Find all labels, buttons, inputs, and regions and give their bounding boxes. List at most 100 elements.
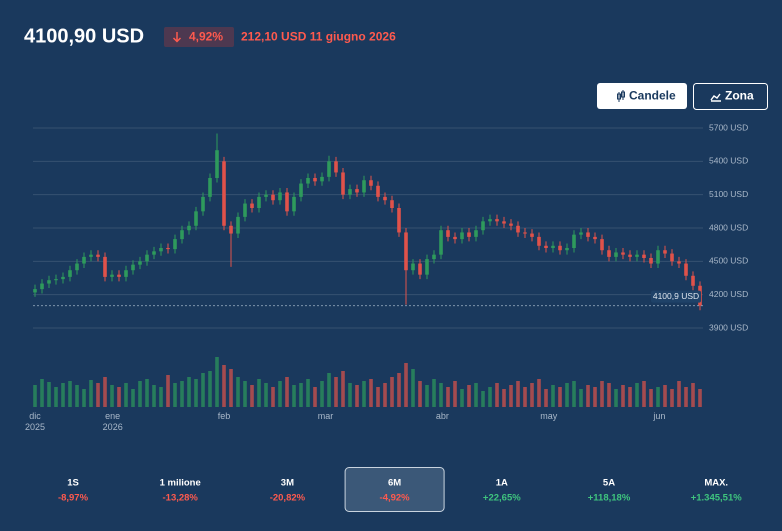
volume-bar — [635, 383, 639, 407]
period-label[interactable]: 1S — [67, 478, 79, 489]
y-tick-label: 4200 USD — [709, 289, 748, 299]
volume-bar — [397, 373, 401, 407]
area-button-label: Zona — [725, 89, 754, 103]
candle-body — [628, 254, 632, 257]
x-tick-label: ene 2026 — [102, 411, 123, 432]
candle-body — [383, 196, 387, 201]
volume-bar — [614, 389, 618, 407]
candle-body — [516, 225, 520, 233]
period-label[interactable]: MAX. — [704, 478, 728, 489]
candle-body — [586, 232, 590, 237]
volume-bar — [82, 389, 86, 407]
candle-body — [47, 280, 51, 284]
volume-bar — [432, 379, 436, 407]
volume-bar — [446, 387, 450, 407]
volume-bar — [187, 377, 191, 407]
volume-bar — [40, 379, 44, 407]
y-tick-label: 5700 USD — [709, 122, 748, 132]
candle-body — [460, 232, 464, 240]
volume-bar — [236, 377, 240, 407]
candle-body — [320, 176, 324, 182]
candle-button[interactable] — [597, 83, 687, 109]
candle-body — [89, 254, 93, 257]
period-change: -13,28% — [163, 493, 199, 504]
volume-bar — [551, 385, 555, 407]
period-label[interactable]: 5A — [603, 478, 615, 489]
x-tick-label: abr — [435, 411, 449, 421]
candle-body — [222, 161, 226, 226]
volume-bar — [516, 381, 520, 407]
volume-bar — [390, 377, 394, 407]
period-label[interactable]: 6M — [388, 478, 401, 489]
y-tick-label: 4500 USD — [709, 256, 748, 266]
candle-body — [502, 221, 506, 224]
volume-bar — [383, 383, 387, 407]
volume-bar — [278, 381, 282, 407]
period-change: -4,92% — [380, 493, 411, 504]
candle-body — [243, 203, 247, 217]
volume-bar — [495, 383, 499, 407]
candle-body — [173, 239, 177, 250]
volume-bar — [663, 385, 667, 407]
candle-body — [418, 263, 422, 275]
candle-body — [614, 252, 618, 257]
period-label[interactable]: 3M — [281, 478, 294, 489]
volume-bar — [313, 387, 317, 407]
period-label[interactable]: 1A — [496, 478, 508, 489]
volume-bar — [152, 385, 156, 407]
candle-body — [376, 185, 380, 197]
volume-bar — [544, 389, 548, 407]
candle-body — [145, 254, 149, 262]
volume-bar — [509, 385, 513, 407]
volume-bar — [621, 385, 625, 407]
candle-body — [236, 216, 240, 234]
area-button[interactable] — [693, 83, 768, 110]
volume-bar — [110, 385, 114, 407]
candle-body — [523, 232, 527, 234]
candle-body — [621, 252, 625, 255]
volume-bar — [166, 375, 170, 407]
candle-body — [530, 233, 534, 237]
volume-bar — [117, 387, 121, 407]
candle-body — [327, 161, 331, 177]
volume-bar — [103, 377, 107, 407]
last-price-box — [651, 290, 701, 303]
volume-bar — [250, 385, 254, 407]
volume-bar — [369, 379, 373, 407]
x-tick-label: dic 2025 — [24, 411, 46, 432]
candle-body — [138, 261, 142, 265]
volume-bar — [292, 385, 296, 407]
candle-body — [509, 223, 513, 226]
candle-body — [313, 178, 317, 182]
volume-bar — [362, 381, 366, 407]
volume-bar — [96, 383, 100, 407]
candle-body — [341, 172, 345, 195]
candle-body — [355, 189, 359, 193]
candle-body — [152, 251, 156, 255]
volume-bar — [670, 389, 674, 407]
period-label[interactable]: 1 milione — [160, 478, 201, 489]
volume-bar — [537, 379, 541, 407]
volume-bar — [656, 387, 660, 407]
volume-bar — [264, 383, 268, 407]
candle-body — [40, 283, 44, 290]
volume-bar — [530, 383, 534, 407]
candle-body — [117, 274, 121, 277]
candle-body — [264, 194, 268, 197]
volume-bar — [411, 369, 415, 407]
volume-bar — [579, 389, 583, 407]
volume-bar — [243, 381, 247, 407]
candle-body — [397, 208, 401, 233]
volume-bar — [348, 383, 352, 407]
candle-body — [390, 200, 394, 208]
candle-body — [103, 256, 107, 277]
x-tick-label: jun — [653, 411, 666, 421]
candle-body — [159, 248, 163, 252]
volume-bar — [299, 383, 303, 407]
candle-body — [334, 161, 338, 173]
candle-body — [481, 221, 485, 231]
candle-body — [558, 245, 562, 251]
volume-bar — [334, 377, 338, 407]
volume-bar — [481, 391, 485, 407]
